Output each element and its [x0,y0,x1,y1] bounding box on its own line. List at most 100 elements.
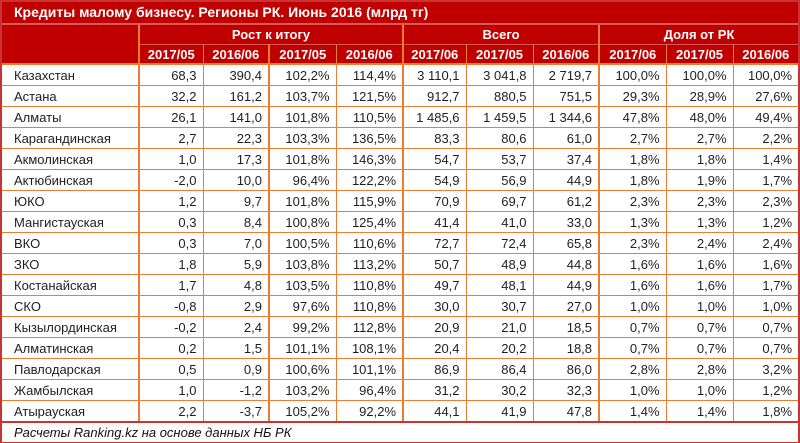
col-header-growth-1: 2017/05 [138,44,203,65]
value-cell: 1 459,5 [465,106,534,128]
value-cell: 70,9 [402,190,467,212]
value-cell: 68,3 [138,64,203,86]
value-cell: 0,9 [202,358,269,380]
value-cell: 102,2% [268,64,336,86]
value-cell: 880,5 [465,85,534,107]
value-cell: 97,6% [268,295,336,317]
value-cell: 2,4 [202,316,269,338]
value-cell: 1,4% [665,400,734,421]
value-cell: 41,9 [465,400,534,421]
value-cell: 32,3 [532,379,600,401]
value-cell: 101,8% [268,106,336,128]
value-cell: 1,6% [598,253,667,275]
value-cell: 122,2% [335,169,404,191]
value-cell: 1 485,6 [402,106,467,128]
group-header-growth: Рост к итогу [137,25,404,45]
value-cell: 2,7 [138,127,203,149]
table-row: Акмолинская 1,0 17,3 101,8% 146,3% 54,7 53,7 37… [2,148,798,170]
value-cell: 2 719,7 [532,64,600,86]
value-cell: 20,4 [402,337,467,359]
value-cell: 1,0% [665,379,734,401]
value-cell: 2,2 [138,400,203,421]
value-cell: 56,9 [465,169,534,191]
value-cell: 44,9 [532,169,600,191]
table-row: ВКО 0,3 7,0 100,5% 110,6% 72,7 72,4 65,8 2,3% 2,4… [2,232,798,254]
value-cell: 18,8 [532,337,600,359]
region-cell: Кызылординская [2,316,139,338]
value-cell: 110,8% [335,295,404,317]
region-cell: Актюбинская [2,169,139,191]
value-cell: 0,7% [598,316,667,338]
value-cell: 1,0 [138,148,203,170]
region-cell: Костанайская [2,274,139,296]
col-header-growth-4: 2016/06 [335,44,404,65]
value-cell: 48,9 [465,253,534,275]
value-cell: 103,3% [268,127,336,149]
table-row: Атырауская 2,2 -3,7 105,2% 92,2% 44,1 41,9 47,8… [2,400,798,421]
table-row: Астана 32,2 161,2 103,7% 121,5% 912,7 880,5 751… [2,85,798,107]
value-cell: -0,2 [138,316,203,338]
value-cell: 1,7 [138,274,203,296]
value-cell: 1,7% [732,274,798,296]
value-cell: 1,6% [665,253,734,275]
value-cell: 17,3 [202,148,269,170]
value-cell: 141,0 [202,106,269,128]
value-cell: 101,8% [268,190,336,212]
table-row: Алматинская 0,2 1,5 101,1% 108,1% 20,4 20,2 18,… [2,337,798,359]
value-cell: 136,5% [335,127,404,149]
value-cell: 29,3% [598,85,667,107]
table-row: СКО -0,8 2,9 97,6% 110,8% 30,0 30,7 27,0 1,0% 1,0… [2,295,798,317]
value-cell: 103,5% [268,274,336,296]
value-cell: 0,3 [138,211,203,233]
value-cell: 96,4% [268,169,336,191]
value-cell: 1,0% [598,379,667,401]
value-cell: 83,3 [402,127,467,149]
column-header-row: 2017/05 2016/06 2017/05 2016/06 2017/06 … [2,44,798,65]
regions-loans-table: Рост к итогу Всего Доля от РК 2017/05 20… [2,25,798,421]
value-cell: 65,8 [532,232,600,254]
value-cell: 110,8% [335,274,404,296]
value-cell: 53,7 [465,148,534,170]
value-cell: 1,7% [732,169,798,191]
value-cell: 0,5 [138,358,203,380]
table-row: Костанайская 1,7 4,8 103,5% 110,8% 49,7 48,1 44… [2,274,798,296]
value-cell: 3 110,1 [402,64,467,86]
table-row: Кызылординская -0,2 2,4 99,2% 112,8% 20,9 21,0… [2,316,798,338]
value-cell: 1,6% [665,274,734,296]
value-cell: 30,2 [465,379,534,401]
value-cell: 1,8% [732,400,798,421]
value-cell: 2,3% [732,190,798,212]
value-cell: 3,2% [732,358,798,380]
value-cell: 1,9% [665,169,734,191]
value-cell: 1,0% [732,295,798,317]
region-cell: Мангистауская [2,211,139,233]
value-cell: 44,9 [532,274,600,296]
value-cell: 112,8% [335,316,404,338]
value-cell: 30,7 [465,295,534,317]
value-cell: 1,2% [732,379,798,401]
value-cell: 27,0 [532,295,600,317]
value-cell: 27,6% [732,85,798,107]
value-cell: 2,3% [598,232,667,254]
value-cell: 100,5% [268,232,336,254]
region-cell: Акмолинская [2,148,139,170]
value-cell: 100,0% [665,64,734,86]
value-cell: 44,1 [402,400,467,421]
value-cell: 1,0% [598,295,667,317]
value-cell: 28,9% [665,85,734,107]
value-cell: 22,3 [202,127,269,149]
value-cell: 92,2% [335,400,404,421]
value-cell: 1 344,6 [532,106,600,128]
group-header-share: Доля от РК [598,25,798,45]
value-cell: 103,2% [268,379,336,401]
value-cell: 1,0 [138,379,203,401]
col-header-total-3: 2016/06 [532,44,600,65]
region-cell: ЮКО [2,190,139,212]
value-cell: 48,1 [465,274,534,296]
table-row: Актюбинская -2,0 10,0 96,4% 122,2% 54,9 56,9 44… [2,169,798,191]
value-cell: 9,7 [202,190,269,212]
value-cell: 101,1% [268,337,336,359]
table-row: ЮКО 1,2 9,7 101,8% 115,9% 70,9 69,7 61,2 2,3% 2,3… [2,190,798,212]
value-cell: 26,1 [138,106,203,128]
